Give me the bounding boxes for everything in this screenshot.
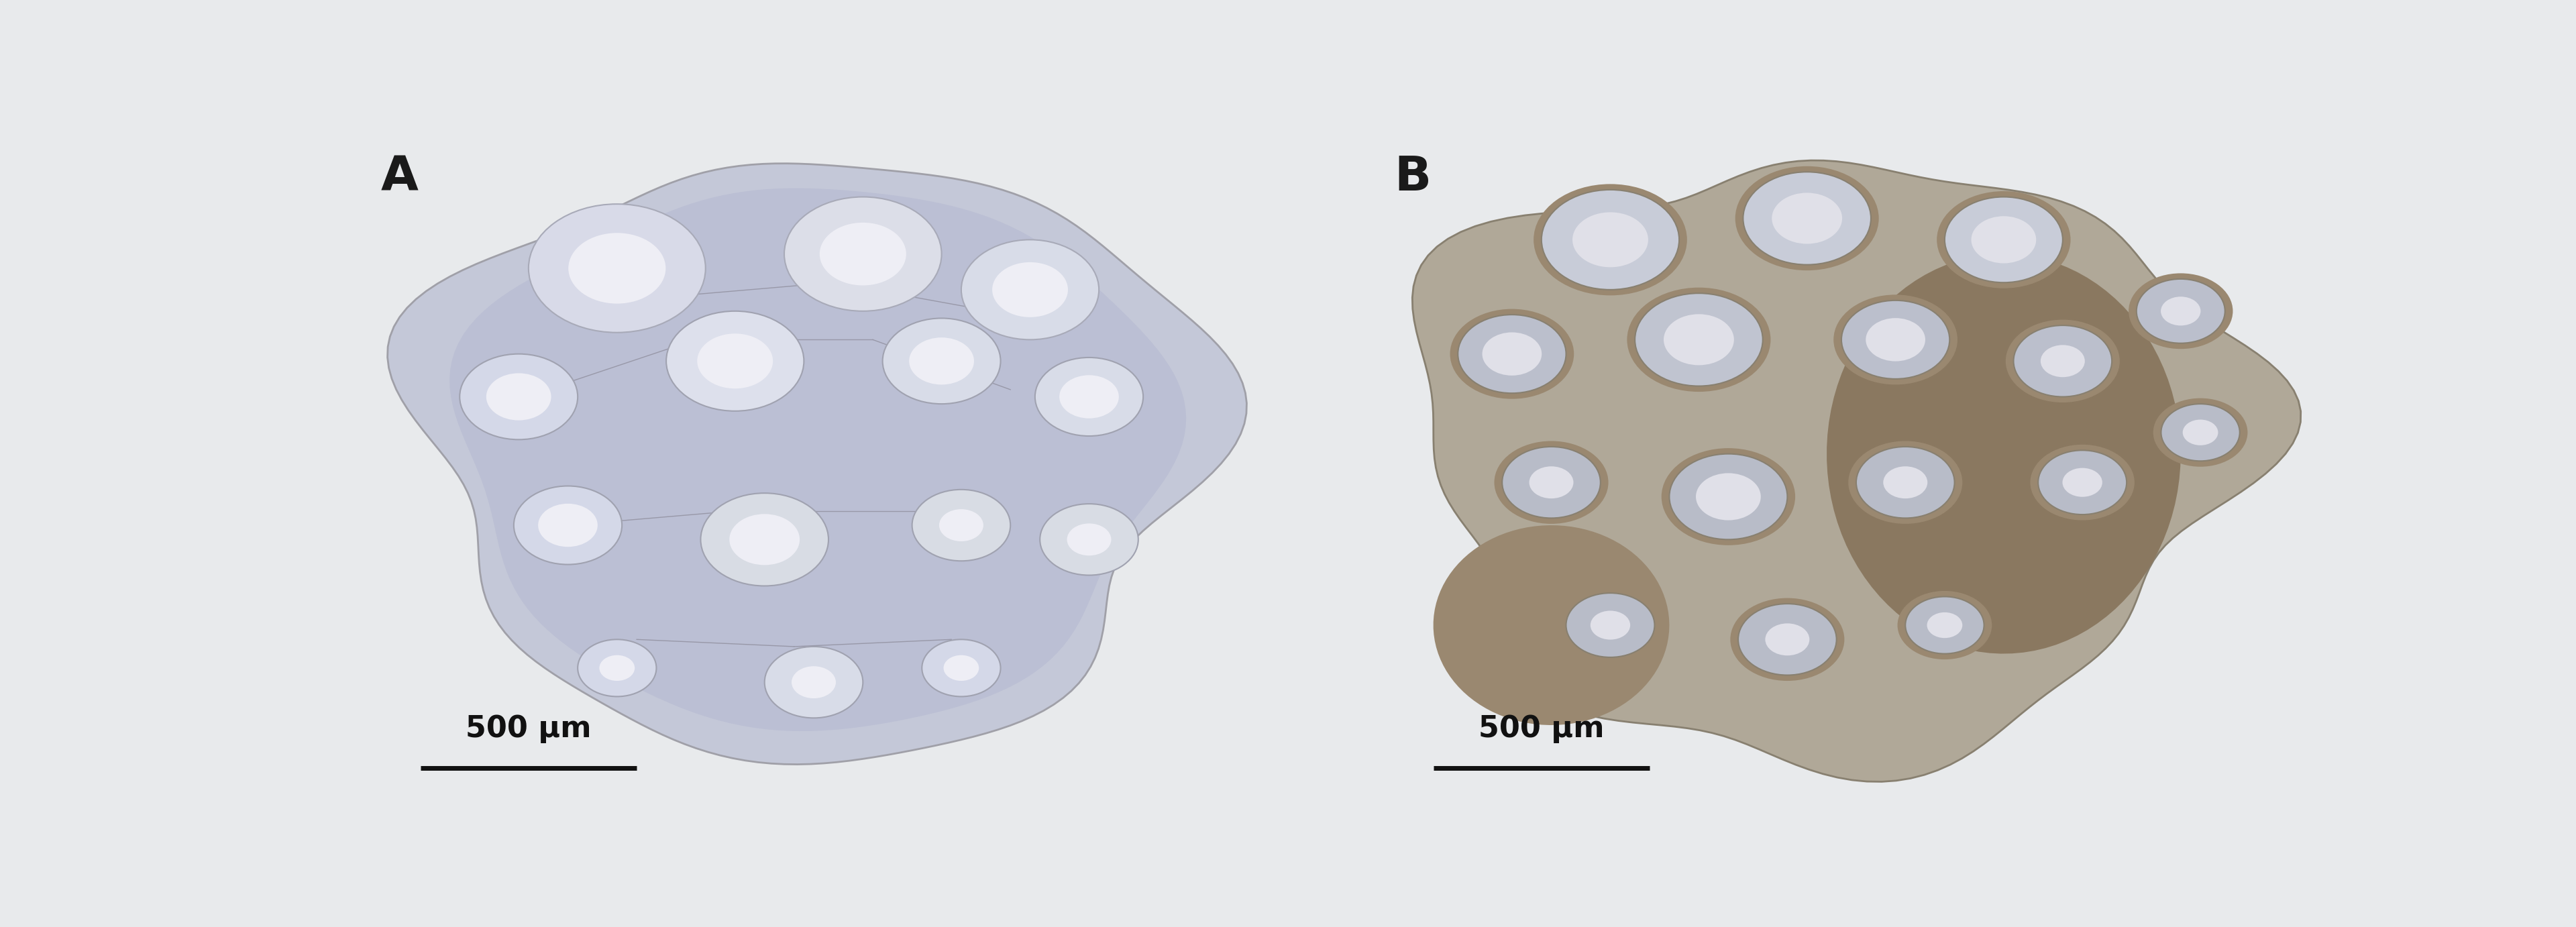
Circle shape <box>1566 593 1654 657</box>
Circle shape <box>569 233 665 304</box>
Circle shape <box>538 503 598 547</box>
Circle shape <box>940 509 984 541</box>
Circle shape <box>2014 325 2112 397</box>
Circle shape <box>1736 166 1878 271</box>
Circle shape <box>1571 212 1649 267</box>
Circle shape <box>1494 441 1607 524</box>
Circle shape <box>729 514 799 565</box>
Circle shape <box>2040 345 2084 377</box>
Circle shape <box>1669 454 1788 540</box>
Circle shape <box>1945 197 2063 283</box>
Circle shape <box>765 647 863 717</box>
Polygon shape <box>1432 526 1669 725</box>
Circle shape <box>1834 295 1958 385</box>
Polygon shape <box>1412 160 2300 781</box>
Circle shape <box>1850 441 1963 524</box>
Circle shape <box>513 486 621 565</box>
Text: B: B <box>1394 154 1430 200</box>
Circle shape <box>2136 279 2226 343</box>
Circle shape <box>2161 297 2200 325</box>
Circle shape <box>1937 191 2071 288</box>
Circle shape <box>1628 287 1770 392</box>
Circle shape <box>1589 611 1631 640</box>
Circle shape <box>487 374 551 420</box>
Circle shape <box>701 493 829 586</box>
Circle shape <box>1906 597 1984 654</box>
Polygon shape <box>1826 254 2182 654</box>
Circle shape <box>1662 448 1795 545</box>
Circle shape <box>2182 420 2218 445</box>
Polygon shape <box>371 147 1257 790</box>
Text: 500 μm: 500 μm <box>466 714 592 743</box>
Circle shape <box>1041 504 1139 575</box>
Circle shape <box>528 204 706 333</box>
Circle shape <box>1772 193 1842 244</box>
Text: 500 μm: 500 μm <box>1479 714 1605 743</box>
Circle shape <box>1450 309 1574 399</box>
Circle shape <box>1481 333 1540 375</box>
Circle shape <box>1883 466 1927 499</box>
Polygon shape <box>1383 147 2269 790</box>
Circle shape <box>1971 216 2035 263</box>
Circle shape <box>819 222 907 286</box>
Circle shape <box>1664 314 1734 365</box>
Circle shape <box>1533 184 1687 296</box>
Circle shape <box>2154 399 2249 466</box>
Circle shape <box>922 640 999 696</box>
Circle shape <box>884 318 999 404</box>
Circle shape <box>1739 603 1837 675</box>
Circle shape <box>1765 623 1808 655</box>
Circle shape <box>961 240 1100 339</box>
Circle shape <box>2063 468 2102 497</box>
Circle shape <box>2030 445 2136 520</box>
Circle shape <box>667 311 804 411</box>
Circle shape <box>2128 273 2233 349</box>
Circle shape <box>1857 447 1955 518</box>
Circle shape <box>1458 314 1566 393</box>
Text: A: A <box>381 154 417 200</box>
Circle shape <box>1731 598 1844 680</box>
Circle shape <box>1899 590 1991 659</box>
Circle shape <box>2007 320 2120 402</box>
Circle shape <box>1558 588 1662 663</box>
Circle shape <box>2038 451 2128 514</box>
Polygon shape <box>451 188 1185 731</box>
Circle shape <box>1540 190 1680 289</box>
Circle shape <box>1865 318 1924 362</box>
Circle shape <box>1927 613 1963 638</box>
Circle shape <box>943 655 979 680</box>
Circle shape <box>1744 171 1870 265</box>
Circle shape <box>1842 300 1950 379</box>
Circle shape <box>2161 404 2239 461</box>
Polygon shape <box>386 163 1247 765</box>
Circle shape <box>600 655 634 680</box>
Circle shape <box>698 334 773 388</box>
Circle shape <box>577 640 657 696</box>
Circle shape <box>1059 375 1118 418</box>
Circle shape <box>1695 473 1762 520</box>
Circle shape <box>992 262 1069 317</box>
Circle shape <box>1636 293 1762 386</box>
Circle shape <box>912 489 1010 561</box>
Circle shape <box>459 354 577 439</box>
Circle shape <box>1502 447 1600 518</box>
Circle shape <box>783 197 943 311</box>
Circle shape <box>1530 466 1574 499</box>
Circle shape <box>1066 524 1110 555</box>
Circle shape <box>1036 358 1144 436</box>
Circle shape <box>791 667 835 698</box>
Circle shape <box>909 337 974 385</box>
